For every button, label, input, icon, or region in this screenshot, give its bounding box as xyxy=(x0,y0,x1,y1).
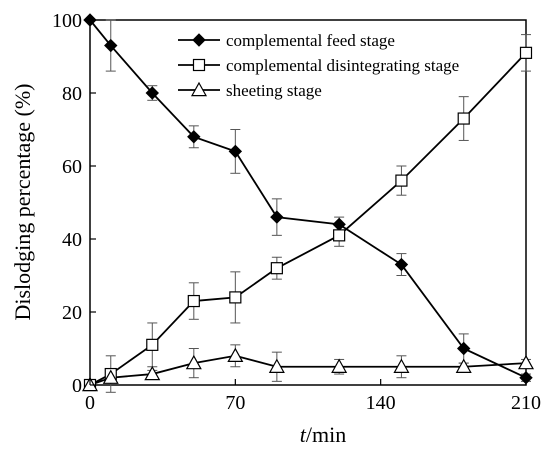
legend-label: complemental disintegrating stage xyxy=(226,56,459,75)
y-tick-label: 20 xyxy=(62,302,82,324)
data-point-series-0 xyxy=(332,217,346,232)
legend-label: sheeting stage xyxy=(226,81,322,100)
x-tick-label: 70 xyxy=(225,392,245,414)
data-point-series-2 xyxy=(102,369,119,384)
data-point-series-2 xyxy=(331,358,348,373)
data-point-series-0 xyxy=(457,341,471,356)
data-point-series-1 xyxy=(229,291,242,304)
y-tick-label: 40 xyxy=(62,229,82,251)
y-tick-label: 80 xyxy=(62,83,82,105)
x-axis-variable: t xyxy=(300,422,307,447)
legend-label: complemental feed stage xyxy=(226,31,395,50)
series-line-0 xyxy=(89,19,527,379)
legend: complemental feed stage complemental disi… xyxy=(178,31,459,100)
data-point-series-0 xyxy=(145,86,159,100)
data-point-series-0 xyxy=(187,130,201,144)
data-point-series-0 xyxy=(394,257,409,272)
y-tick-label: 60 xyxy=(62,156,82,178)
data-point-series-1 xyxy=(457,112,470,125)
data-point-series-0 xyxy=(270,210,284,224)
x-tick-label: 140 xyxy=(366,392,396,414)
y-axis-label: Dislodging percentage (%) xyxy=(10,83,35,320)
x-tick-label: 0 xyxy=(85,392,95,414)
error-bars xyxy=(105,19,531,393)
series-lines xyxy=(89,19,527,386)
series-line-2 xyxy=(89,354,527,386)
x-axis-label: t/min xyxy=(300,422,346,447)
axis-ticks: 0 70 140 210 0 20 40 60 80 100 xyxy=(52,10,541,414)
data-point-series-1 xyxy=(146,338,159,351)
data-point-series-1 xyxy=(333,229,346,242)
x-tick-label: 210 xyxy=(511,392,541,414)
data-point-series-2 xyxy=(455,358,472,373)
data-point-series-2 xyxy=(393,358,410,373)
series-markers xyxy=(81,13,535,392)
series-line-1 xyxy=(89,52,527,386)
legend-swatch-marker xyxy=(190,81,208,97)
data-point-series-1 xyxy=(187,294,200,308)
data-point-series-0 xyxy=(104,38,118,53)
plot-frame xyxy=(89,19,527,386)
data-point-series-2 xyxy=(517,354,535,370)
data-point-series-2 xyxy=(185,354,202,370)
x-axis-unit: /min xyxy=(306,422,346,447)
y-tick-label: 0 xyxy=(72,375,82,397)
data-point-series-0 xyxy=(228,144,243,159)
y-tick-label: 100 xyxy=(52,10,82,32)
data-point-series-2 xyxy=(268,358,285,373)
legend-swatch-marker xyxy=(192,58,206,72)
data-point-series-1 xyxy=(270,262,283,275)
data-point-series-2 xyxy=(144,365,161,381)
data-point-series-2 xyxy=(227,347,244,362)
data-point-series-1 xyxy=(519,46,533,59)
data-point-series-1 xyxy=(395,174,408,187)
legend-swatch-marker xyxy=(192,33,206,47)
